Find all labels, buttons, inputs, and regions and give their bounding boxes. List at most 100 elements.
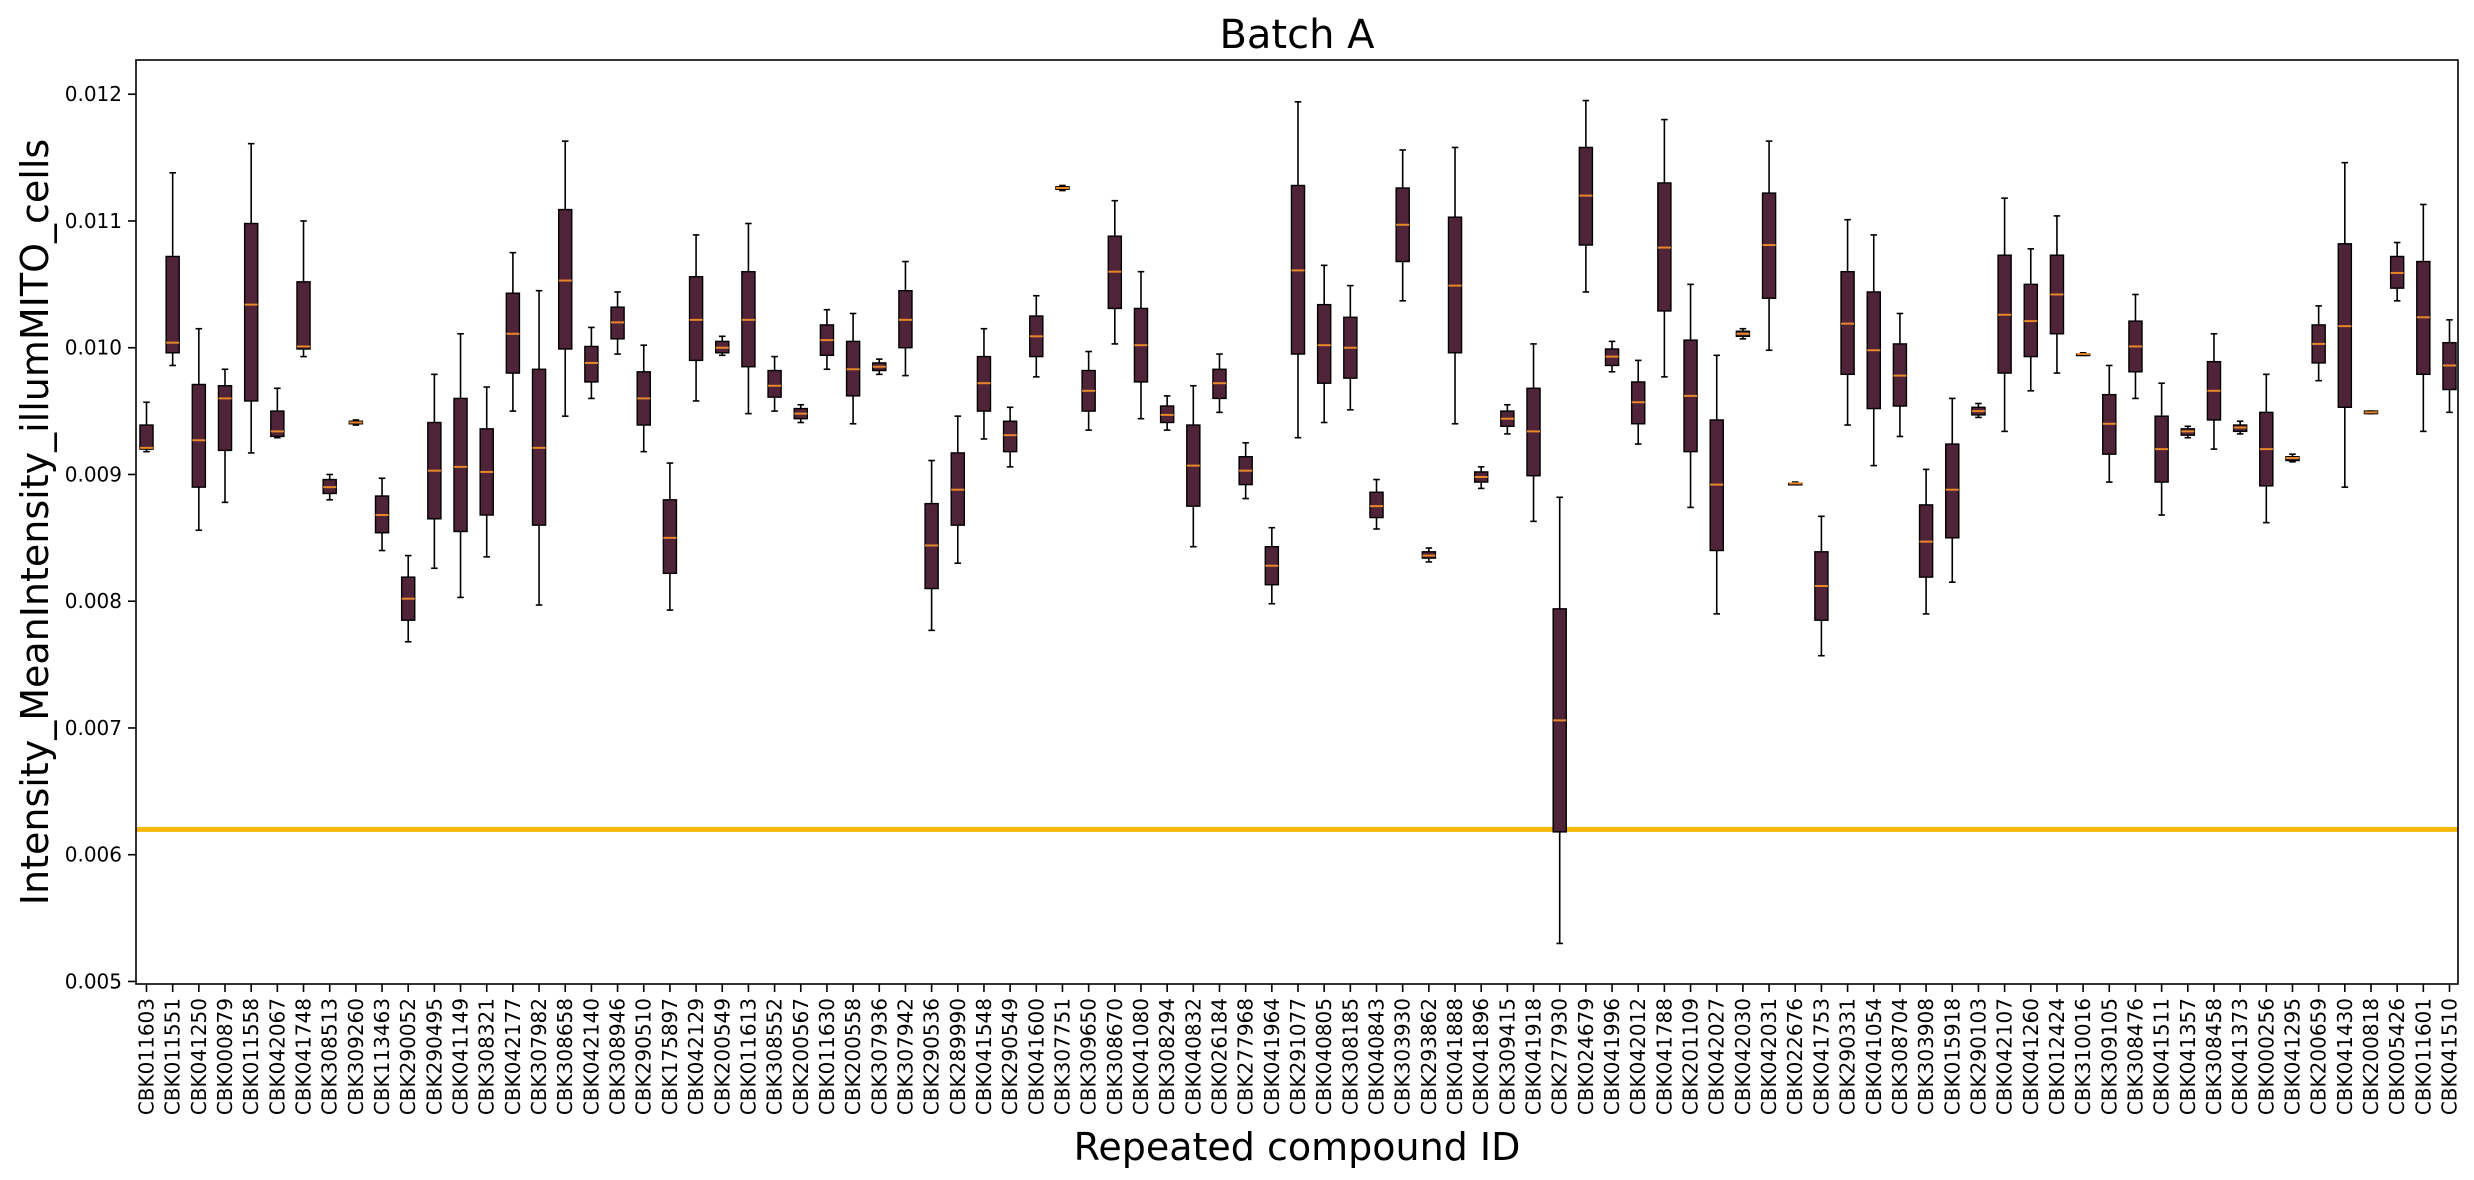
box-CBK308513 [322,473,337,501]
box-CBK307942 [898,260,913,377]
box-CBK041430 [2337,161,2353,488]
x-tick-label: CBK308513 [318,998,342,1115]
box-CBK277930 [1552,496,1567,945]
box-CBK011603 [139,401,154,453]
x-tick-label: CBK042177 [501,998,525,1115]
box-CBK041548 [976,327,992,440]
box-CBK303930 [1395,149,1410,302]
x-tick-label: CBK041510 [2438,998,2462,1115]
box-CBK308946 [610,291,625,355]
box-CBK040843 [1369,478,1384,530]
iqr-box [688,276,704,362]
box-CBK012424 [2049,215,2065,374]
x-tick-label: CBK201109 [1679,998,1703,1115]
x-tick-label: CBK113463 [370,998,394,1115]
box-CBK041054 [1866,234,1881,467]
box-CBK290495 [427,373,442,570]
box-CBK309105 [2102,364,2117,483]
box-CBK309260 [348,419,364,426]
box-CBK200567 [793,403,809,424]
x-tick-label: CBK200659 [2307,998,2331,1115]
box-CBK041510 [2442,319,2457,414]
x-tick-label: CBK277968 [1234,998,1258,1115]
box-CBK308552 [767,355,782,412]
box-CBK015918 [1945,397,1960,584]
box-CBK005426 [2389,241,2405,302]
box-CBK200659 [2311,305,2326,382]
box-CBK308670 [1107,199,1123,345]
iqr-box [1316,303,1332,384]
plot-area [136,99,2458,945]
box-CBK041511 [2154,382,2169,516]
box-CBK307936 [872,358,887,376]
box-CBK011551 [165,172,180,367]
x-tick-label: CBK041149 [449,998,473,1115]
iqr-box [557,208,573,350]
x-tick-label: CBK040843 [1365,998,1389,1115]
x-tick-label: CBK308185 [1338,998,1362,1115]
y-tick-label: 0.007 [65,716,122,740]
box-CBK000256 [2259,373,2274,524]
x-tick-label: CBK011601 [2411,998,2435,1115]
y-tick-label: 0.008 [65,589,122,613]
iqr-box [217,385,233,452]
plot-frame [135,59,2459,985]
y-tick-label: 0.010 [65,336,122,360]
x-tick-label: CBK307942 [893,998,917,1115]
x-tick-label: CBK041753 [1809,998,1833,1115]
x-axis-label: Repeated compound ID [1074,1125,1521,1169]
x-tick-label: CBK040805 [1312,998,1336,1115]
y-tick-label: 0.011 [65,209,122,233]
x-tick-label: CBK293862 [1417,998,1441,1115]
box-CBK289990 [950,415,966,564]
box-CBK041600 [1029,294,1044,378]
box-CBK303908 [1918,468,1934,615]
box-CBK201109 [1683,283,1698,509]
x-tick-label: CBK041357 [2176,998,2200,1115]
x-tick-label: CBK277930 [1548,998,1572,1115]
box-CBK041918 [1526,343,1541,523]
iqr-box [1369,491,1384,519]
x-tick-label: CBK308458 [2202,998,2226,1115]
box-CBK042030 [1735,327,1751,340]
box-CBK041748 [296,220,311,358]
iqr-box [243,222,259,402]
box-CBK041788 [1657,118,1672,378]
x-tick-label: CBK011630 [815,998,839,1115]
box-CBK308476 [2128,293,2143,400]
box-CBK042107 [1997,197,2012,433]
chart-title: Batch A [1219,12,1375,58]
x-tick-label: CBK308658 [553,998,577,1115]
box-CBK022676 [1787,481,1803,486]
x-tick-label: CBK015918 [1940,998,1964,1115]
x-tick-label: CBK022676 [1783,998,1807,1115]
box-CBK040832 [1186,384,1201,548]
x-tick-label: CBK308294 [1155,998,1179,1115]
x-tick-label: CBK041054 [1862,998,1886,1115]
box-CBK041753 [1814,515,1829,657]
box-CBK042012 [1630,359,1646,445]
box-CBK308458 [2206,332,2222,450]
iqr-box [662,499,678,575]
x-tick-label: CBK290510 [632,998,656,1115]
iqr-box [767,369,782,398]
box-CBK042027 [1709,354,1724,615]
x-tick-label: CBK000256 [2254,998,2278,1115]
x-tick-label: CBK308552 [763,998,787,1115]
iqr-box [270,410,285,438]
box-CBK011558 [243,142,259,454]
box-CBK011613 [741,222,756,415]
box-CBK041295 [2285,453,2300,463]
box-CBK290536 [924,459,939,632]
x-tick-label: CBK042129 [684,998,708,1115]
x-tick-label: CBK012424 [2045,998,2069,1115]
y-tick-label: 0.005 [65,969,122,993]
x-tick-label: CBK011603 [135,998,159,1115]
y-axis-label: Intensity_MeanIntensity_illumMITO_cells [13,139,57,905]
x-tick-label: CBK290549 [998,998,1022,1115]
x-tick-label: CBK290103 [1966,998,1990,1115]
box-CBK041250 [191,327,207,532]
box-CBK308321 [479,386,494,558]
iqr-box [584,345,599,383]
box-CBK011630 [819,308,835,371]
